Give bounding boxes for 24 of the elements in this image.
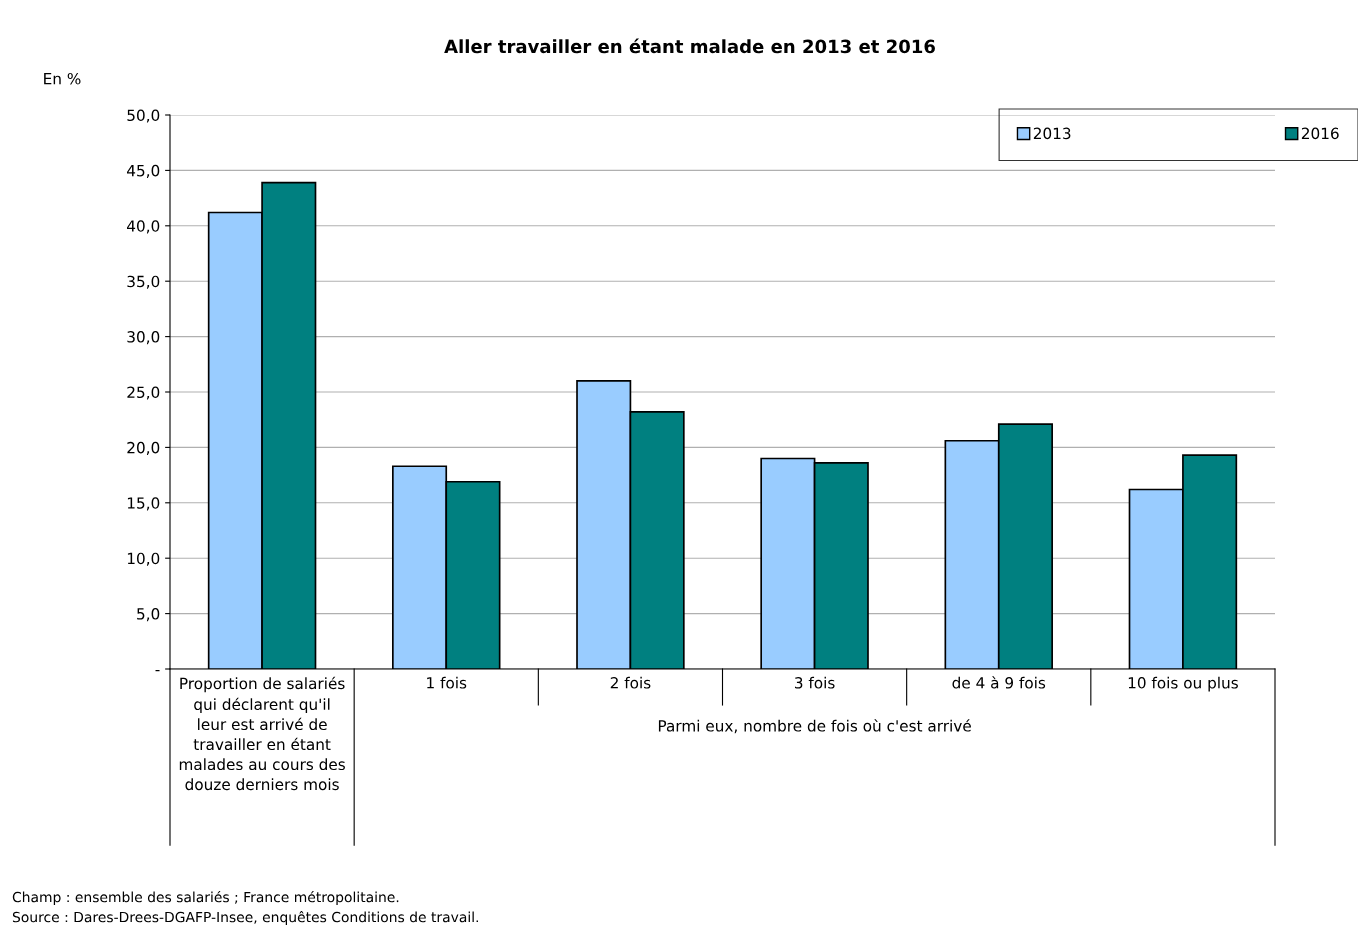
source-note: Source : Dares-Drees-DGAFP-Insee, enquêtes Conditions de travail. — [12, 911, 478, 925]
legend-label: 2016 — [1301, 127, 1339, 140]
y-tick-label: 10,0 — [127, 552, 160, 566]
x-tick-label: de 4 à 9 fois — [952, 676, 1046, 689]
text: Champ : ensemble des salariés ; France métropolitaine. — [12, 891, 399, 905]
x-tick-label: Proportion de salariés qui déclarent qu'il leur est arrivé de travailler en étant malades au cours des douze derniers mois — [179, 676, 345, 791]
y-tick-label: 5,0 — [137, 608, 160, 622]
y-tick-label: 50,0 — [127, 109, 160, 123]
x-tick-label: 1 fois — [427, 676, 467, 689]
x-tick-label: 2 fois — [610, 676, 651, 689]
y-tick-label: 20,0 — [127, 441, 160, 455]
y-tick-label: 25,0 — [127, 386, 160, 400]
legend-label: 2013 — [1033, 127, 1071, 140]
y-tick-label: 40,0 — [127, 220, 160, 234]
y-tick-label: 30,0 — [127, 331, 160, 345]
y-tick-label: 45,0 — [127, 164, 160, 178]
text: Parmi eux, nombre de fois où c'est arrivé — [658, 719, 971, 734]
y-axis-title: En % — [44, 72, 81, 85]
y-tick-label: 15,0 — [127, 497, 160, 511]
x-tick-label: 3 fois — [795, 676, 835, 689]
y-tick-label: - — [155, 670, 160, 672]
chart-title: Aller travailler en étant malade en 2013 et 2016 — [444, 38, 935, 54]
y-tick-label: 35,0 — [127, 275, 160, 289]
x-tick-label: 10 fois ou plus — [1128, 676, 1238, 692]
